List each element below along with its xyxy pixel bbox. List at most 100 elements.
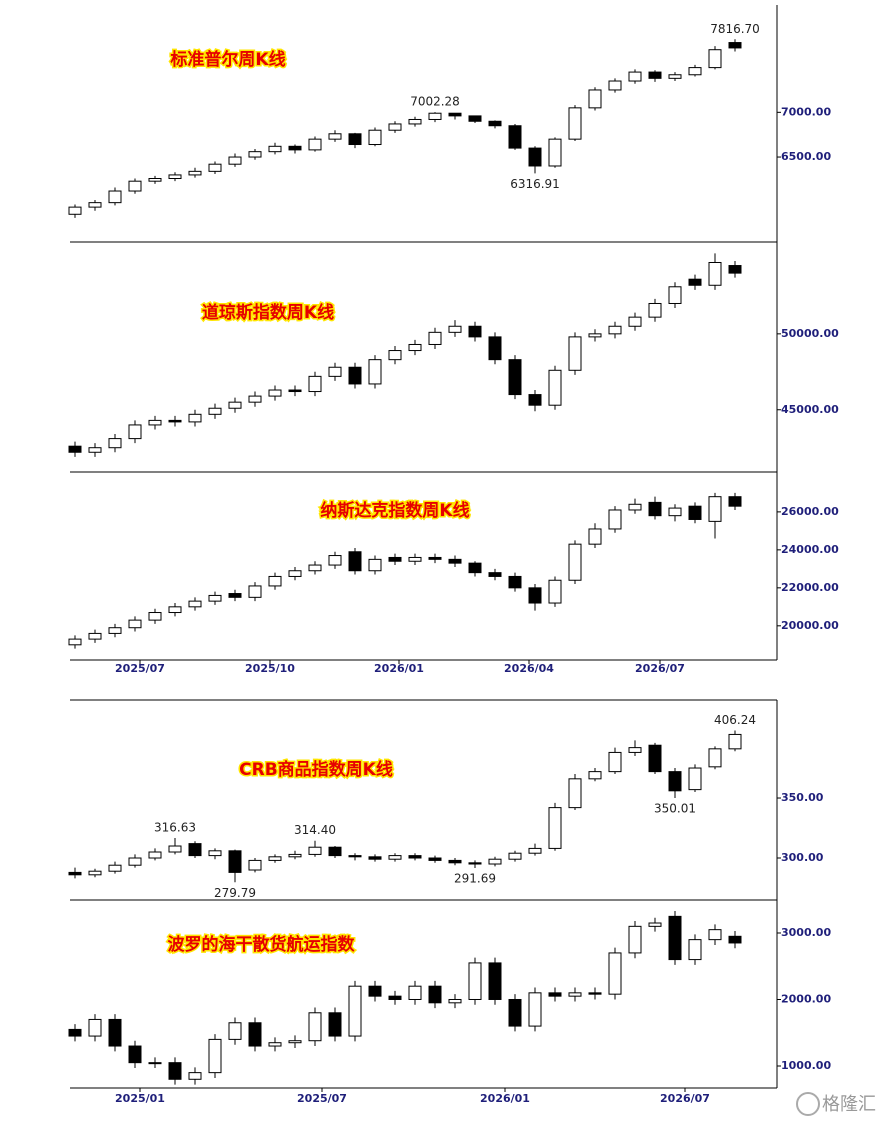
candle-body: [348, 366, 362, 385]
candle-body: [548, 807, 562, 849]
candle-body: [68, 206, 82, 215]
candle-body: [148, 1062, 162, 1065]
y-tick-label: 22000.00: [781, 581, 839, 594]
candle-body: [388, 123, 402, 131]
candle-body: [708, 929, 722, 941]
candle-body: [508, 359, 522, 396]
candle-body: [288, 1040, 302, 1044]
candle-body: [708, 748, 722, 768]
candle-body: [668, 74, 682, 79]
candle-body: [348, 855, 362, 858]
candle-body: [668, 286, 682, 304]
y-tick-label: 45000.00: [781, 403, 839, 416]
candle-body: [248, 395, 262, 403]
candle-body: [508, 575, 522, 589]
candle-body: [388, 855, 402, 860]
candle-body: [488, 858, 502, 865]
candle-body: [188, 600, 202, 608]
candle-body: [168, 174, 182, 180]
candle-body: [388, 350, 402, 361]
candle-body: [568, 778, 582, 809]
panel-title: 波罗的海干散货航运指数: [168, 934, 356, 955]
candle-body: [248, 585, 262, 598]
candle-body: [308, 138, 322, 151]
candle-body: [228, 850, 242, 873]
candle-body: [208, 850, 222, 857]
candle-body: [68, 871, 82, 876]
candle-body: [488, 962, 502, 1000]
x-tick-label: 2026/04: [504, 662, 554, 675]
annotation: 291.69: [454, 871, 496, 885]
candle-body: [448, 325, 462, 333]
candle-body: [128, 857, 142, 866]
candle-body: [488, 336, 502, 361]
candle-body: [648, 922, 662, 927]
candle-body: [68, 638, 82, 646]
candle-body: [68, 445, 82, 453]
candle-body: [548, 579, 562, 604]
candle-body: [148, 419, 162, 426]
candle-body: [188, 170, 202, 176]
candle-body: [728, 733, 742, 750]
candle-body: [488, 572, 502, 577]
candle-body: [728, 265, 742, 274]
candle-body: [608, 952, 622, 995]
panel-title: 纳斯达克指数周K线: [320, 500, 469, 521]
candle-body: [468, 115, 482, 122]
candle-body: [428, 331, 442, 345]
candle-body: [208, 594, 222, 602]
annotation: 7002.28: [410, 95, 460, 109]
watermark-text: 格隆汇: [822, 1094, 876, 1115]
x-tick-label: 2026/07: [660, 1092, 710, 1105]
candle-body: [608, 509, 622, 530]
candle-body: [708, 496, 722, 522]
candle-body: [88, 632, 102, 640]
candle-body: [588, 528, 602, 545]
candle-body: [428, 857, 442, 861]
candle-body: [408, 855, 422, 859]
candle-body: [728, 935, 742, 944]
candle-body: [88, 1018, 102, 1037]
candle-body: [628, 503, 642, 511]
candle-body: [628, 925, 642, 954]
candle-body: [228, 593, 242, 598]
candle-body: [368, 129, 382, 146]
candle-body: [528, 147, 542, 167]
candle-body: [528, 847, 542, 854]
candle-body: [448, 558, 462, 564]
candle-body: [448, 998, 462, 1004]
candle-body: [368, 359, 382, 385]
candle-body: [388, 556, 402, 562]
x-tick-label: 2025/10: [245, 662, 295, 675]
y-tick-label: 24000.00: [781, 543, 839, 556]
annotation: 7816.70: [710, 22, 760, 36]
candle-body: [308, 375, 322, 393]
candle-body: [208, 163, 222, 172]
candle-body: [568, 543, 582, 581]
candle-body: [468, 562, 482, 574]
candle-body: [648, 71, 662, 79]
candle-body: [668, 507, 682, 517]
candle-body: [308, 564, 322, 572]
candle-body: [568, 992, 582, 997]
candle-body: [268, 1042, 282, 1047]
candle-body: [128, 180, 142, 192]
x-tick-label: 2026/07: [635, 662, 685, 675]
candle-body: [208, 1038, 222, 1074]
candle-body: [408, 556, 422, 562]
y-tick-label: 50000.00: [781, 327, 839, 340]
y-tick-label: 2000.00: [781, 992, 831, 1005]
candle-body: [448, 859, 462, 864]
candle-body: [428, 112, 442, 120]
candle-body: [148, 851, 162, 859]
x-tick-label: 2026/01: [480, 1092, 530, 1105]
candle-body: [128, 1045, 142, 1064]
candle-body: [628, 747, 642, 753]
candle-body: [388, 995, 402, 1000]
candle-body: [408, 343, 422, 352]
candle-body: [188, 843, 202, 857]
candle-body: [468, 962, 482, 1000]
candle-body: [508, 998, 522, 1027]
